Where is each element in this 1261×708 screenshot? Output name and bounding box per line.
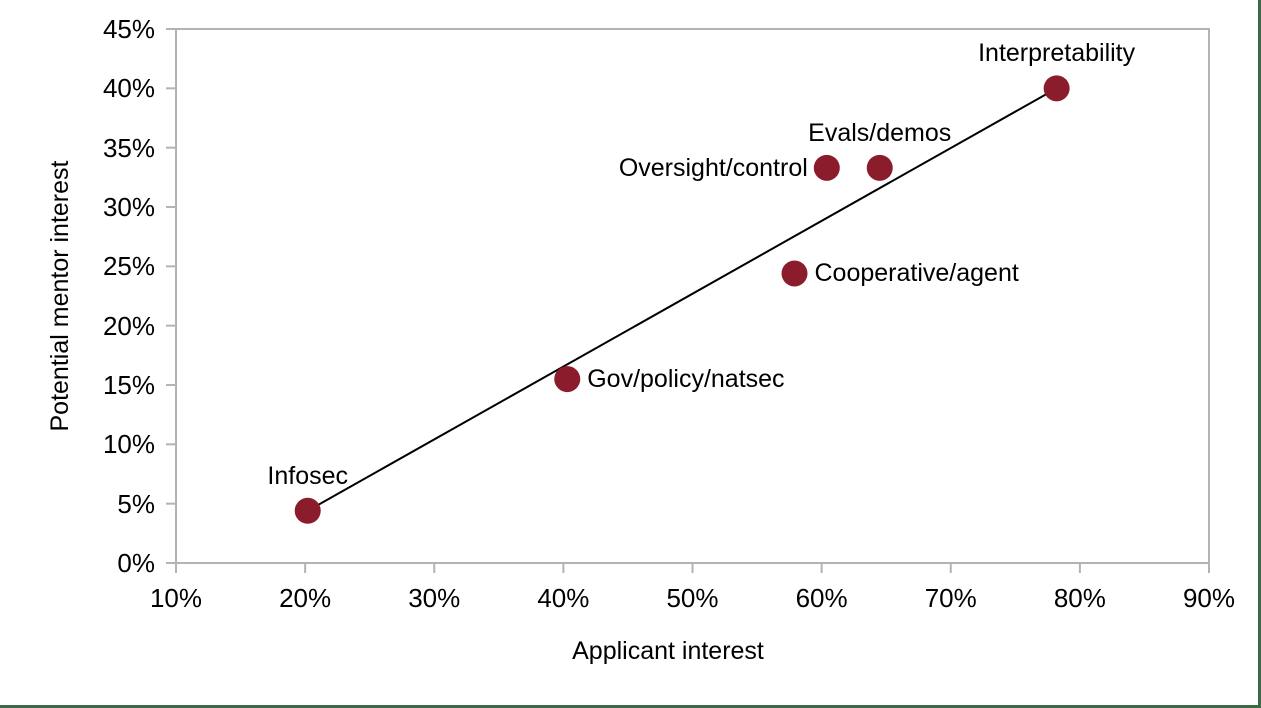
y-tick-label: 15% (102, 370, 155, 400)
y-tick-label: 20% (102, 310, 155, 341)
data-point (1043, 75, 1070, 102)
x-tick-label: 40% (537, 583, 590, 613)
data-point (554, 366, 581, 393)
data-point-label: Cooperative/agent (814, 259, 1019, 288)
data-point-label: Interpretability (978, 39, 1136, 68)
x-tick-label: 90% (1182, 583, 1236, 613)
x-tick-label: 60% (795, 583, 848, 613)
y-tick-label: 0% (117, 548, 155, 578)
y-tick-label: 30% (102, 192, 155, 222)
data-point (813, 154, 840, 181)
x-axis-title: Applicant interest (572, 637, 764, 665)
y-tick-label: 40% (102, 73, 155, 104)
data-point-label: Oversight/control (618, 153, 808, 182)
data-point-label: Evals/demos (808, 118, 952, 147)
x-tick-label: 20% (279, 583, 332, 613)
trend-line (307, 87, 1058, 512)
x-tick-label: 70% (924, 583, 977, 613)
y-tick-label: 10% (102, 429, 155, 460)
data-point (294, 497, 321, 524)
x-tick-label: 10% (149, 583, 203, 613)
data-point (866, 154, 893, 181)
x-tick-label: 80% (1053, 583, 1106, 613)
x-tick-label: 50% (666, 583, 719, 613)
y-axis-title: Potential mentor interest (46, 160, 74, 432)
data-point-label: Gov/policy/natsec (587, 365, 785, 394)
y-tick-label: 25% (102, 251, 155, 282)
data-point-label: Infosec (267, 461, 349, 490)
y-tick-label: 5% (117, 488, 155, 519)
data-point (781, 260, 808, 287)
y-tick-label: 45% (102, 14, 155, 44)
x-tick-label: 30% (408, 583, 461, 613)
y-tick-label: 35% (102, 132, 155, 163)
